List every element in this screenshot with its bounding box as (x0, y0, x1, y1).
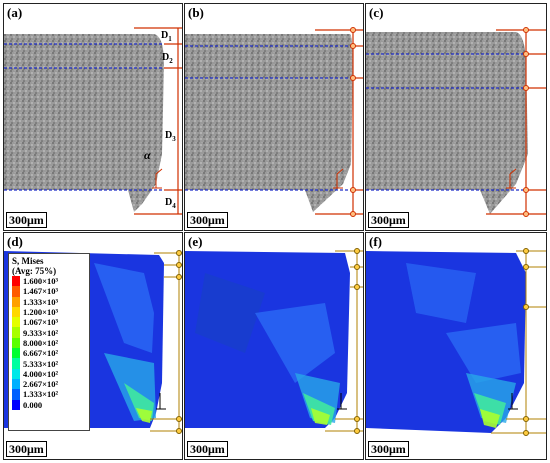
legend-value: 1.600×10³ (23, 276, 59, 287)
legend-value: 1.067×10³ (23, 317, 59, 328)
panel-label: (e) (188, 234, 203, 249)
legend-row: 2.667×10² (12, 378, 86, 390)
legend-row: 1.600×10³ (12, 276, 86, 287)
legend-title: S, Mises (12, 256, 44, 266)
legend-row: 5.333×10² (12, 358, 86, 369)
legend-value: 1.333×10³ (23, 296, 59, 307)
legend-value: 8.000×10² (23, 337, 59, 348)
legend-row: 9.333×10² (12, 327, 86, 338)
panel-a: (a) D1 D2 D3 D4 α 300μm (3, 3, 183, 231)
panel-f: (f) 300μm (365, 232, 547, 460)
legend-value: 1.200×10³ (23, 307, 59, 318)
micrograph-a (4, 27, 182, 215)
scale-bar: 300μm (368, 212, 409, 228)
legend-swatch (12, 389, 20, 400)
legend-swatch (12, 296, 20, 307)
panel-label: (a) (7, 5, 23, 20)
legend-swatch (12, 327, 20, 338)
panel-e: (e) 300μm (184, 232, 364, 460)
legend-row: 6.667×10² (12, 348, 86, 359)
panel-d: (d) S, Mises (Avg: 75%) 1.600×10³ 1.467×1… (3, 232, 183, 460)
scale-bar: 300μm (187, 441, 228, 457)
legend-swatch (12, 348, 20, 359)
legend-swatch (12, 399, 20, 410)
legend-swatch (12, 276, 20, 287)
legend-value: 0.000 (23, 399, 43, 410)
legend-row: 8.000×10² (12, 337, 86, 349)
legend-row: 1.200×10³ (12, 306, 86, 318)
stress-legend: S, Mises (Avg: 75%) 1.600×10³ 1.467×10³ 1.… (8, 253, 90, 431)
legend-value: 1.333×10² (23, 389, 59, 400)
legend-row: 1.333×10² (12, 389, 86, 400)
panel-label: (b) (188, 5, 204, 20)
scale-bar: 300μm (6, 441, 47, 457)
legend-swatch (12, 378, 20, 390)
legend-row: 1.333×10³ (12, 296, 86, 307)
legend-swatch (12, 286, 20, 297)
legend-value: 9.333×10² (23, 327, 59, 338)
legend-value: 2.667×10² (23, 379, 59, 390)
legend-row: 4.000×10² (12, 368, 86, 379)
legend-row: 1.067×10³ (12, 317, 86, 328)
panel-label: (f) (369, 234, 382, 249)
legend-value: 5.333×10² (23, 358, 59, 369)
legend-value: 6.667×10² (23, 348, 59, 359)
legend-swatch (12, 317, 20, 328)
scale-bar: 300μm (6, 212, 47, 228)
fem-contour-e (185, 248, 363, 434)
scale-bar: 300μm (187, 212, 228, 228)
legend-row: 1.467×10³ (12, 286, 86, 297)
legend-row: 0.000 (12, 399, 86, 410)
alpha-label: α (144, 148, 151, 162)
legend-value: 1.467×10³ (23, 286, 59, 297)
legend-swatch (12, 368, 20, 379)
panel-label: (c) (369, 5, 384, 20)
legend-swatch (12, 358, 20, 369)
d2-label: D2 (162, 52, 173, 65)
d4-label: D4 (165, 197, 176, 210)
micrograph-c (366, 27, 546, 217)
panel-b: (b) 300μm (184, 3, 364, 231)
panel-c: (c) 300μm (365, 3, 547, 231)
legend-subtitle: (Avg: 75%) (12, 266, 57, 276)
micrograph-b (185, 27, 363, 217)
scale-bar: 300μm (368, 441, 409, 457)
legend-value: 4.000×10² (23, 368, 59, 379)
legend-swatch (12, 306, 20, 318)
legend-swatch (12, 337, 20, 349)
fem-contour-f (366, 248, 546, 436)
panel-label: (d) (7, 234, 23, 249)
d3-label: D3 (165, 130, 176, 143)
d1-label: D1 (161, 30, 172, 43)
